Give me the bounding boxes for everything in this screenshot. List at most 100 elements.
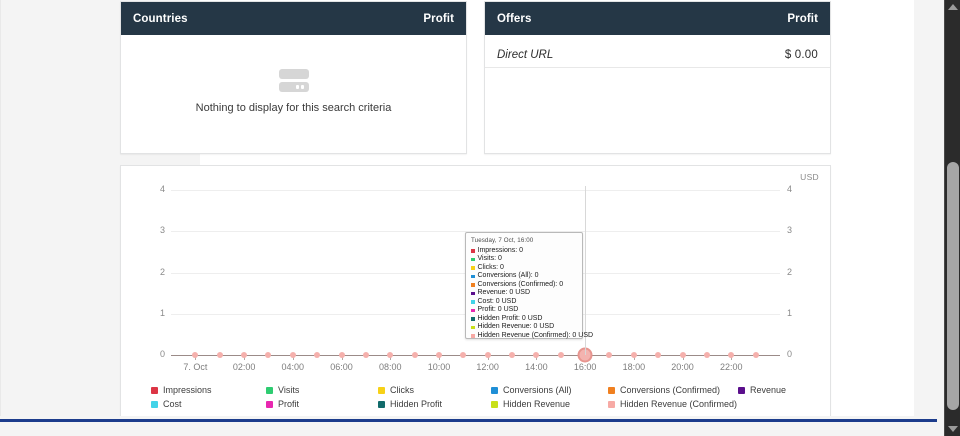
chart-legend-item[interactable]: Hidden Revenue (Confirmed) bbox=[608, 397, 738, 411]
chart-x-tick-mark bbox=[487, 356, 489, 360]
chart-plot-area[interactable]: USD 0 0 1 1 2 2 3 3 4 4 7. Oct 02:00 04:00 06:00 08:0… bbox=[121, 166, 830, 416]
scrollbar-thumb[interactable] bbox=[947, 162, 959, 410]
chart-legend: Impressions Visits Clicks Conversions (All)… bbox=[151, 383, 801, 411]
chart-point[interactable] bbox=[362, 352, 369, 358]
chart-legend-label: Conversions (All) bbox=[503, 385, 572, 395]
chart-legend-item[interactable]: Revenue bbox=[738, 383, 798, 397]
chart-point[interactable] bbox=[314, 352, 321, 358]
countries-widget-title: Countries bbox=[133, 12, 188, 25]
vertical-scrollbar[interactable] bbox=[944, 0, 960, 436]
series-color-swatch bbox=[738, 386, 745, 394]
series-color-swatch bbox=[608, 400, 615, 408]
chart-x-tick-label: 7. Oct bbox=[183, 362, 208, 372]
chart-point[interactable] bbox=[411, 352, 418, 358]
chart-point[interactable] bbox=[655, 352, 662, 358]
chart-x-tick-label: 18:00 bbox=[622, 362, 646, 372]
scroll-up-arrow-icon[interactable] bbox=[948, 4, 958, 10]
chart-legend-item[interactable]: Hidden Revenue bbox=[491, 397, 608, 411]
chart-legend-item[interactable]: Hidden Profit bbox=[378, 397, 491, 411]
series-color-swatch bbox=[471, 334, 475, 338]
offer-profit-value: $ 0.00 bbox=[784, 49, 818, 61]
page-content: Countries Profit Nothing to display for … bbox=[0, 0, 937, 422]
chart-legend-item[interactable]: Profit bbox=[266, 397, 378, 411]
chart-point[interactable] bbox=[192, 352, 199, 358]
chart-legend-label: Revenue bbox=[750, 385, 787, 395]
chart-legend-label: Conversions (Confirmed) bbox=[620, 385, 721, 395]
chart-unit-label: USD bbox=[800, 172, 819, 182]
chart-point[interactable] bbox=[387, 352, 394, 358]
chart-x-tick-mark bbox=[244, 356, 246, 360]
chart-legend-item[interactable]: Conversions (Confirmed) bbox=[608, 383, 738, 397]
chart-tooltip-row: Profit: 0 USD bbox=[471, 306, 577, 315]
series-color-swatch bbox=[471, 325, 475, 330]
chart-legend-item[interactable]: Visits bbox=[266, 383, 378, 397]
countries-widget-metric-header: Profit bbox=[423, 12, 454, 25]
scroll-down-arrow-icon[interactable] bbox=[948, 426, 958, 432]
chart-legend-item[interactable]: Impressions bbox=[151, 383, 266, 397]
series-color-swatch bbox=[266, 400, 273, 408]
series-color-swatch bbox=[266, 386, 273, 394]
chart-legend-label: Clicks bbox=[390, 385, 414, 395]
series-color-swatch bbox=[471, 249, 475, 253]
chart-point[interactable] bbox=[241, 352, 248, 358]
table-row[interactable]: Direct URL $ 0.00 bbox=[485, 43, 830, 68]
chart-point[interactable] bbox=[557, 352, 564, 358]
chart-point[interactable] bbox=[679, 352, 686, 358]
chart-point[interactable] bbox=[533, 352, 540, 358]
chart-legend-item[interactable]: Cost bbox=[151, 397, 266, 411]
chart-y-tick-label: 0 bbox=[787, 349, 793, 359]
chart-point[interactable] bbox=[289, 352, 296, 358]
left-edge-divider bbox=[0, 0, 1, 422]
server-stack-icon bbox=[278, 69, 309, 93]
offers-widget: Offers Profit Direct URL $ 0.00 bbox=[484, 1, 831, 154]
series-color-swatch bbox=[151, 400, 158, 408]
chart-x-tick-mark bbox=[633, 356, 635, 360]
chart-y-tick-label: 2 bbox=[787, 266, 793, 277]
chart-point[interactable] bbox=[338, 352, 345, 358]
series-color-swatch bbox=[471, 300, 475, 304]
chart-tooltip-row: Impressions: 0 bbox=[471, 247, 577, 256]
countries-widget: Countries Profit Nothing to display for … bbox=[120, 1, 467, 154]
chart-point[interactable] bbox=[460, 352, 467, 358]
chart-legend-label: Hidden Profit bbox=[390, 399, 443, 409]
chart-y-tick-label: 2 bbox=[159, 266, 165, 277]
chart-point[interactable] bbox=[703, 352, 710, 358]
chart-tooltip-rows: Impressions: 0 Visits: 0 Clicks: 0 Conversi… bbox=[471, 247, 593, 341]
chart-point[interactable] bbox=[728, 352, 735, 358]
chart-x-tick-label: 22:00 bbox=[720, 362, 743, 372]
chart-tooltip-row-label: Hidden Revenue: 0 USD bbox=[477, 323, 555, 331]
series-color-swatch bbox=[471, 308, 475, 313]
bottom-strip bbox=[0, 416, 937, 419]
chart-legend-item[interactable]: Clicks bbox=[378, 383, 491, 397]
chart-tooltip-row: Hidden Revenue (Confirmed): 0 USD bbox=[471, 332, 593, 341]
chart-point[interactable] bbox=[752, 352, 759, 358]
chart-tooltip-title: Tuesday, 7 Oct, 16:00 bbox=[471, 237, 534, 244]
chart-x-tick-mark bbox=[341, 356, 343, 360]
chart-x-tick-mark bbox=[731, 356, 733, 360]
chart-x-tick-mark bbox=[195, 356, 197, 360]
chart-tooltip-row-label: Hidden Revenue (Confirmed): 0 USD bbox=[477, 331, 594, 339]
chart-x-tick-label: 02:00 bbox=[232, 362, 256, 372]
chart-point[interactable] bbox=[216, 352, 223, 358]
series-color-swatch bbox=[471, 291, 475, 296]
chart-x-tick-label: 04:00 bbox=[281, 362, 305, 372]
chart-y-tick-label: 1 bbox=[787, 307, 793, 318]
chart-point[interactable] bbox=[509, 352, 516, 358]
chart-crosshair-line bbox=[585, 186, 587, 355]
chart-point[interactable] bbox=[484, 352, 491, 358]
chart-point[interactable] bbox=[606, 352, 613, 358]
series-color-swatch bbox=[378, 386, 385, 394]
chart-legend-item[interactable]: Conversions (All) bbox=[491, 383, 608, 397]
chart-x-tick-mark bbox=[390, 356, 392, 360]
chart-point[interactable] bbox=[265, 352, 272, 358]
chart-x-tick-label: 20:00 bbox=[671, 362, 694, 372]
chart-point[interactable] bbox=[630, 352, 637, 358]
chart-tooltip: Tuesday, 7 Oct, 16:00 Impressions: 0 Visi… bbox=[465, 232, 593, 341]
chart-x-axis-line bbox=[171, 355, 780, 356]
chart-gridline bbox=[171, 231, 780, 233]
chart-point[interactable] bbox=[435, 352, 442, 358]
series-color-swatch bbox=[471, 283, 475, 287]
chart-x-tick-label: 14:00 bbox=[525, 362, 548, 372]
chart-tooltip-row-label: Visits: 0 bbox=[477, 255, 502, 263]
